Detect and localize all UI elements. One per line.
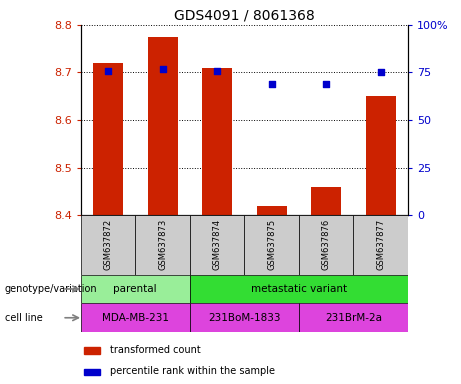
Text: MDA-MB-231: MDA-MB-231 [102, 313, 169, 323]
Point [213, 68, 221, 74]
Bar [84, 369, 100, 375]
Bar [93, 63, 123, 215]
Bar [84, 347, 100, 354]
Point [104, 68, 112, 74]
Text: GSM637877: GSM637877 [376, 219, 385, 270]
Bar [299, 303, 408, 332]
Text: genotype/variation: genotype/variation [5, 284, 97, 294]
Point [159, 66, 166, 72]
Point [322, 81, 330, 87]
Text: GSM637872: GSM637872 [103, 219, 112, 270]
Bar [81, 275, 190, 303]
Bar [190, 215, 244, 275]
Point [377, 70, 384, 76]
Text: GSM637875: GSM637875 [267, 219, 276, 270]
Text: GSM637876: GSM637876 [322, 219, 331, 270]
Bar [257, 205, 287, 215]
Text: 231BrM-2a: 231BrM-2a [325, 313, 382, 323]
Bar [202, 68, 232, 215]
Text: parental: parental [113, 284, 157, 294]
Bar [135, 215, 190, 275]
Bar [190, 303, 299, 332]
Bar [366, 96, 396, 215]
Text: GSM637874: GSM637874 [213, 219, 222, 270]
Bar [81, 215, 135, 275]
Text: 231BoM-1833: 231BoM-1833 [208, 313, 281, 323]
Text: percentile rank within the sample: percentile rank within the sample [110, 366, 275, 376]
Text: metastatic variant: metastatic variant [251, 284, 347, 294]
Bar [190, 275, 408, 303]
Text: GSM637873: GSM637873 [158, 219, 167, 270]
Text: transformed count: transformed count [110, 345, 201, 355]
Point [268, 81, 275, 87]
Bar [354, 215, 408, 275]
Bar [81, 303, 190, 332]
Title: GDS4091 / 8061368: GDS4091 / 8061368 [174, 8, 315, 22]
Text: cell line: cell line [5, 313, 42, 323]
Bar [299, 215, 354, 275]
Bar [311, 187, 341, 215]
Bar [244, 215, 299, 275]
Bar [148, 37, 177, 215]
